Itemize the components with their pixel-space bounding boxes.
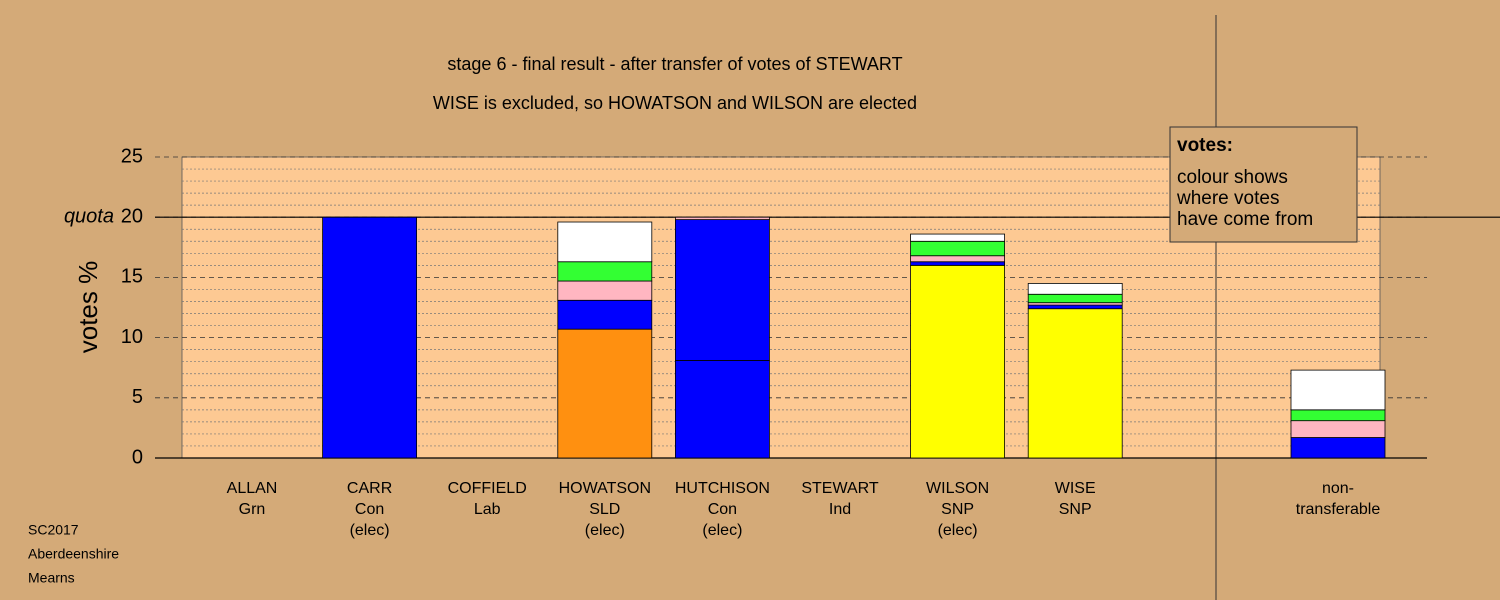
y-tick-label: 15 bbox=[121, 266, 143, 288]
footer-text: SC2017 bbox=[28, 522, 79, 538]
bar-segment bbox=[1027, 293, 1123, 304]
y-tick-label: 25 bbox=[121, 145, 143, 167]
x-tick-label: SNP bbox=[1059, 501, 1092, 518]
x-tick-label: transferable bbox=[1296, 501, 1381, 518]
y-tick-label: 20 bbox=[121, 205, 143, 227]
bar-segment bbox=[910, 240, 1005, 257]
x-tick-label: SNP bbox=[941, 501, 974, 518]
x-tick-label: (elec) bbox=[350, 522, 390, 539]
y-tick-label: 5 bbox=[132, 386, 143, 408]
legend-box bbox=[1169, 126, 1358, 243]
bar-segment bbox=[1290, 409, 1386, 422]
x-tick-label: (elec) bbox=[702, 522, 742, 539]
quota-label: quota bbox=[64, 205, 114, 227]
legend-heading: votes: bbox=[1177, 135, 1233, 156]
bar-segment bbox=[557, 261, 653, 282]
y-axis-label: votes % bbox=[73, 261, 103, 354]
x-tick-label: WILSON bbox=[926, 480, 989, 497]
x-tick-label: STEWART bbox=[801, 480, 879, 497]
legend-text: have come from bbox=[1177, 209, 1313, 230]
bar-segment bbox=[557, 221, 653, 263]
bar-segment bbox=[557, 299, 653, 330]
x-tick-label: Con bbox=[355, 501, 384, 518]
x-tick-label: non- bbox=[1322, 480, 1354, 497]
x-tick-label: SLD bbox=[589, 501, 620, 518]
bar-segment bbox=[910, 255, 1005, 263]
bar-segment bbox=[910, 261, 1005, 266]
x-tick-label: Ind bbox=[829, 501, 851, 518]
x-tick-label: Con bbox=[708, 501, 737, 518]
footer-text: Aberdeenshire bbox=[28, 546, 119, 562]
footer-text: Mearns bbox=[28, 570, 75, 586]
bar-segment bbox=[675, 219, 770, 361]
x-tick-label: HOWATSON bbox=[559, 480, 651, 497]
x-tick-label: COFFIELD bbox=[448, 480, 527, 497]
chart-title: stage 6 - final result - after transfer … bbox=[447, 54, 902, 74]
x-tick-label: WISE bbox=[1055, 480, 1096, 497]
legend-text: colour shows bbox=[1177, 167, 1288, 188]
x-tick-label: CARR bbox=[347, 480, 392, 497]
y-tick-label: 0 bbox=[132, 446, 143, 468]
legend-text: where votes bbox=[1176, 188, 1279, 209]
bar-segment bbox=[1290, 420, 1386, 438]
bar-segment bbox=[1027, 308, 1123, 459]
bar-segment bbox=[1027, 283, 1123, 295]
bar-segment bbox=[1290, 437, 1386, 459]
chart-subtitle: WISE is excluded, so HOWATSON and WILSON… bbox=[433, 93, 917, 113]
x-tick-label: HUTCHISON bbox=[675, 480, 770, 497]
bar-segment bbox=[1027, 304, 1123, 310]
bar-segment bbox=[557, 328, 653, 459]
bar-segment bbox=[910, 264, 1005, 459]
x-tick-label: (elec) bbox=[585, 522, 625, 539]
x-tick-label: Lab bbox=[474, 501, 501, 518]
bar-segment bbox=[910, 233, 1005, 242]
bar-segment bbox=[322, 216, 418, 459]
x-tick-label: ALLAN bbox=[227, 480, 278, 497]
y-tick-label: 10 bbox=[121, 326, 143, 348]
x-tick-label: Grn bbox=[239, 501, 266, 518]
bar-segment bbox=[1290, 369, 1386, 411]
x-tick-label: (elec) bbox=[938, 522, 978, 539]
bar-segment bbox=[675, 360, 770, 459]
bar-segment bbox=[557, 280, 653, 301]
bar-segment bbox=[675, 216, 770, 221]
